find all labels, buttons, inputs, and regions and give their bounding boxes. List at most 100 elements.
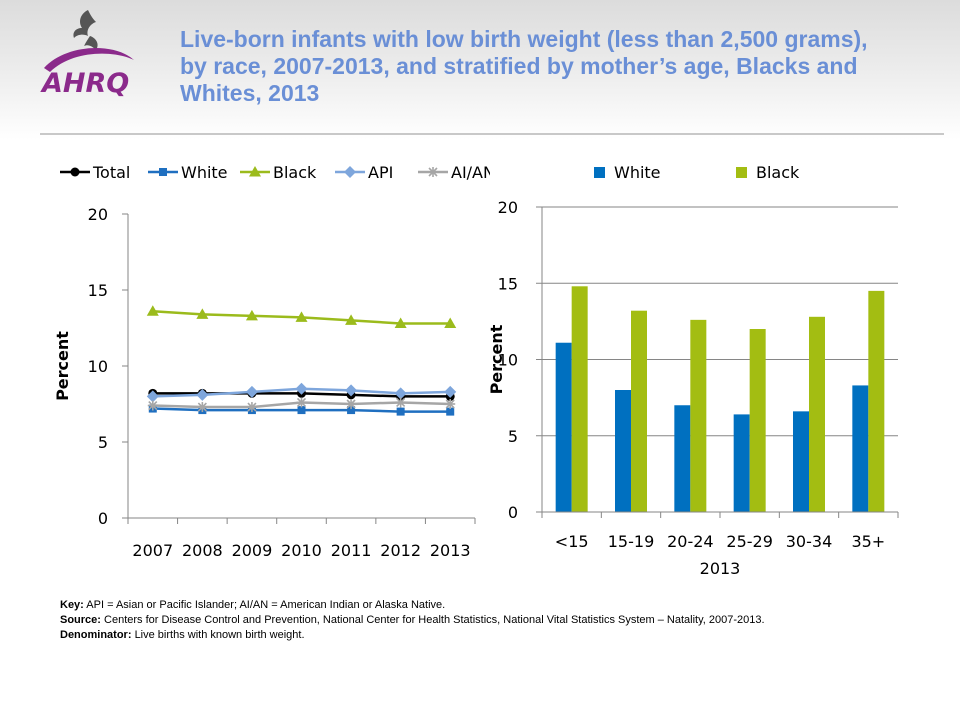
point-api-2007 bbox=[146, 390, 159, 403]
bar-black-25-29 bbox=[749, 329, 766, 512]
y-tick-label-15: 15 bbox=[88, 281, 108, 300]
x-tick-label-2008: 2008 bbox=[182, 541, 223, 560]
bar-white-35 bbox=[852, 385, 869, 512]
bar-white-30-34 bbox=[793, 411, 809, 512]
bar-black-35 bbox=[868, 290, 885, 512]
point-ai-an-2008 bbox=[197, 402, 208, 413]
legend-marker-total bbox=[70, 167, 80, 177]
point-white-2013 bbox=[446, 407, 455, 416]
point-ai-an-2010-stroke-3 bbox=[296, 397, 307, 408]
legend-item-ai-an: AI/AN bbox=[418, 163, 490, 182]
x-tick-label-2010: 2010 bbox=[281, 541, 322, 560]
x-tick-label-2011: 2011 bbox=[331, 541, 372, 560]
legend-marker-api bbox=[344, 166, 356, 178]
bar-black-20-24 bbox=[690, 319, 707, 512]
point-white-2011 bbox=[347, 406, 356, 415]
legend-item-white: White bbox=[148, 163, 228, 182]
y-tick-label-20: 20 bbox=[88, 205, 108, 224]
point-white-2012 bbox=[396, 407, 405, 416]
point-black-2009 bbox=[245, 309, 258, 321]
legend-swatch-white bbox=[594, 167, 605, 178]
point-black-2011 bbox=[345, 314, 358, 325]
x-tick-label-15: <15 bbox=[555, 532, 589, 551]
source-note: Source: Centers for Disease Control and … bbox=[60, 613, 860, 628]
point-black-2012 bbox=[394, 317, 407, 328]
bar-chart-legend: White Black bbox=[594, 163, 800, 182]
point-api-2008 bbox=[196, 388, 209, 401]
y-tick-label-15: 15 bbox=[498, 274, 518, 293]
point-black-2010 bbox=[295, 311, 308, 322]
y-tick-label-0: 0 bbox=[508, 503, 518, 522]
legend-item-white: White bbox=[594, 163, 661, 182]
legend-marker-ai-an-stroke-3 bbox=[428, 167, 438, 177]
key-note: Key: API = Asian or Pacific Islander; AI… bbox=[60, 598, 860, 613]
point-black-2007 bbox=[146, 305, 159, 316]
point-black-2013 bbox=[444, 317, 457, 328]
line-chart-legend: Total White Black API AI/AN bbox=[60, 163, 490, 182]
point-api-2012 bbox=[394, 387, 407, 400]
legend-label-white: White bbox=[614, 163, 661, 182]
logo-swoosh bbox=[44, 48, 134, 72]
denominator-text: Live births with known birth weight. bbox=[134, 629, 305, 641]
point-api-2010 bbox=[295, 382, 308, 395]
y-tick-label-10: 10 bbox=[498, 351, 518, 370]
legend-label-api: API bbox=[368, 163, 393, 182]
legend-item-black: Black bbox=[736, 163, 800, 182]
source-text: Centers for Disease Control and Preventi… bbox=[104, 614, 765, 626]
y-tick-label-5: 5 bbox=[98, 433, 108, 452]
bar-white-15 bbox=[555, 342, 572, 512]
x-tick-label-2013: 2013 bbox=[430, 541, 471, 560]
point-ai-an-2007 bbox=[147, 400, 158, 411]
legend-label-ai-an: AI/AN bbox=[451, 163, 490, 182]
ahrq-logo: AHRQ bbox=[40, 10, 134, 98]
legend-marker-black bbox=[249, 166, 261, 177]
legend-label-white: White bbox=[181, 163, 228, 182]
denominator-note: Denominator: Live births with known birt… bbox=[60, 628, 860, 643]
key-label: Key: bbox=[60, 599, 84, 611]
point-api-2013 bbox=[444, 385, 457, 398]
point-ai-an-2010 bbox=[296, 397, 307, 408]
y-tick-label-20: 20 bbox=[498, 198, 518, 217]
legend-marker-white bbox=[159, 168, 167, 176]
point-ai-an-2011 bbox=[346, 399, 357, 409]
x-tick-label-15-19: 15-19 bbox=[608, 532, 655, 551]
point-api-2009 bbox=[245, 385, 258, 398]
bar-white-25-29 bbox=[733, 414, 750, 512]
x-tick-label-25-29: 25-29 bbox=[726, 532, 773, 551]
point-ai-an-2008-stroke-3 bbox=[197, 402, 207, 412]
key-text: API = Asian or Pacific Islander; AI/AN =… bbox=[86, 599, 446, 611]
point-ai-an-2011-stroke-3 bbox=[346, 399, 356, 409]
x-tick-label-35: 35+ bbox=[851, 532, 885, 551]
point-white-2010 bbox=[297, 406, 306, 415]
point-ai-an-2012-stroke-3 bbox=[396, 397, 406, 408]
hhs-eagle-icon bbox=[73, 10, 98, 50]
point-ai-an-2009 bbox=[246, 402, 257, 413]
bar-white-15-19 bbox=[615, 390, 631, 512]
y-tick-label-5: 5 bbox=[508, 427, 518, 446]
bar-white-20-24 bbox=[674, 405, 691, 512]
y-axis-title: Percent bbox=[53, 331, 72, 401]
legend-item-api: API bbox=[335, 163, 393, 182]
x-tick-label-30-34: 30-34 bbox=[786, 532, 833, 551]
title-divider bbox=[40, 133, 944, 135]
point-ai-an-2013 bbox=[445, 399, 456, 409]
y-axis-title: Percent bbox=[487, 324, 506, 394]
x-tick-label-20-24: 20-24 bbox=[667, 532, 714, 551]
point-ai-an-2012 bbox=[395, 397, 406, 408]
x-tick-label-2007: 2007 bbox=[132, 541, 173, 560]
legend-label-total: Total bbox=[92, 163, 130, 182]
bar-black-15-19 bbox=[631, 310, 647, 512]
header-background bbox=[0, 0, 960, 140]
point-ai-an-2013-stroke-3 bbox=[445, 399, 455, 409]
footnotes: Key: API = Asian or Pacific Islander; AI… bbox=[60, 598, 860, 643]
x-tick-label-2012: 2012 bbox=[380, 541, 421, 560]
point-api-2011 bbox=[345, 384, 358, 397]
series-ai-an bbox=[147, 397, 456, 413]
legend-label-black: Black bbox=[273, 163, 317, 182]
y-tick-label-0: 0 bbox=[98, 509, 108, 528]
page-title: Live-born infants with low birth weight … bbox=[180, 26, 868, 106]
series-api bbox=[146, 382, 457, 403]
y-tick-label-10: 10 bbox=[88, 357, 108, 376]
series-black bbox=[146, 305, 457, 328]
bar-black-30-34 bbox=[809, 316, 825, 512]
